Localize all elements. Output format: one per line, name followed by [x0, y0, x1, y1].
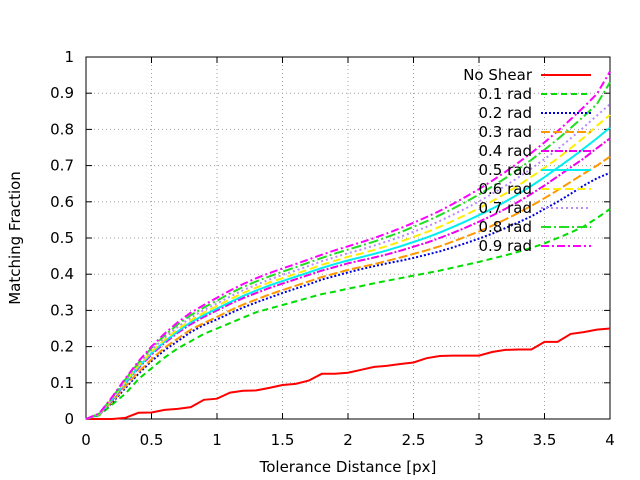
x-axis-title: Tolerance Distance [px]	[259, 458, 437, 476]
series-line-6	[85, 114, 611, 420]
y-tick-label: 0.1	[50, 374, 74, 392]
x-tick-label: 3	[474, 431, 484, 449]
y-tick-label: 0.6	[50, 193, 74, 211]
series-line-3	[85, 155, 611, 420]
x-tick-label: 1.5	[271, 431, 295, 449]
legend-label-8: 0.8 rad	[478, 218, 532, 236]
legend-label-5: 0.5 rad	[478, 161, 532, 179]
series-line-0	[86, 327, 611, 420]
grid-lines	[86, 57, 610, 419]
x-tick-label: 1	[212, 431, 222, 449]
y-tick-label: 0.7	[50, 157, 74, 175]
legend-label-0: No Shear	[463, 66, 533, 84]
series-line-2	[85, 171, 611, 420]
x-tick-label: 0	[81, 431, 91, 449]
series-line-5	[85, 126, 611, 420]
y-axis-title: Matching Fraction	[6, 171, 24, 305]
x-tick-label: 0.5	[140, 431, 164, 449]
axis-ticks: 0 0.5 1 1.5 2 2.5 3 3.5 4 0 0.1 0.2 0.3 0.4 0.5 0.6 0.7 0…	[50, 48, 615, 449]
y-tick-label: 0.5	[50, 229, 74, 247]
y-tick-label: 0.8	[50, 120, 74, 138]
x-tick-label: 2.5	[402, 431, 426, 449]
x-tick-label: 2	[343, 431, 353, 449]
x-tick-label: 3.5	[533, 431, 557, 449]
legend-label-7: 0.7 rad	[478, 199, 532, 217]
series-line-4	[85, 137, 611, 420]
series-line-1	[85, 208, 611, 420]
legend-label-3: 0.3 rad	[478, 123, 532, 141]
series-line-7	[85, 103, 611, 420]
legend-label-9: 0.9 rad	[478, 237, 532, 255]
series-lines	[85, 70, 611, 420]
series-line-8	[85, 81, 611, 420]
y-tick-label: 0.3	[50, 301, 74, 319]
legend-label-4: 0.4 rad	[478, 142, 532, 160]
legend-label-6: 0.6 rad	[478, 180, 532, 198]
series-line-9	[85, 70, 611, 420]
legend-label-1: 0.1 rad	[478, 85, 532, 103]
x-tick-label: 4	[605, 431, 615, 449]
y-tick-label: 0	[64, 410, 74, 428]
y-tick-label: 0.9	[50, 84, 74, 102]
y-tick-label: 1	[64, 48, 74, 66]
legend-label-2: 0.2 rad	[478, 104, 532, 122]
y-tick-label: 0.4	[50, 265, 74, 283]
y-tick-label: 0.2	[50, 338, 74, 356]
